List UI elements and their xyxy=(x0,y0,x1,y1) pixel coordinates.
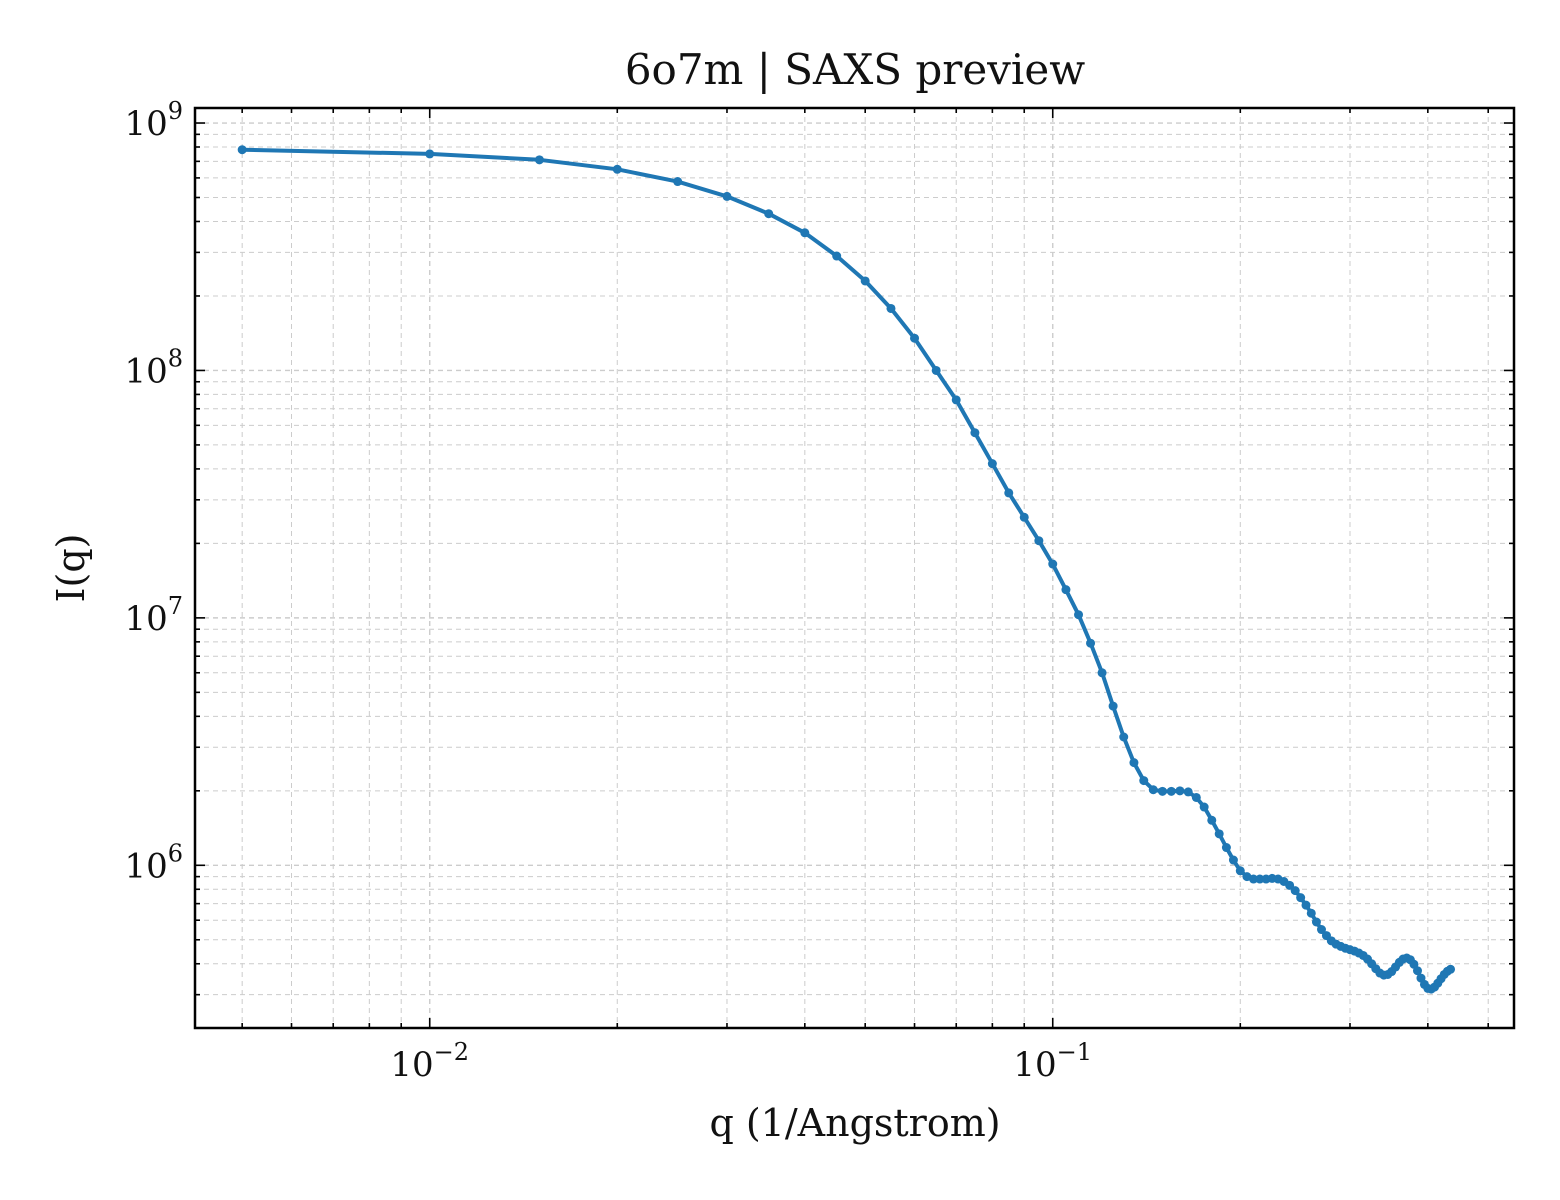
y-tick-label: 107 xyxy=(124,592,183,639)
data-point xyxy=(970,428,980,438)
data-point xyxy=(1316,925,1326,935)
x-axis-label: q (1/Angstrom) xyxy=(709,1101,1000,1145)
data-series xyxy=(237,145,1456,994)
data-point xyxy=(1004,488,1014,498)
x-tick-label: 10−1 xyxy=(1013,1038,1092,1085)
data-point xyxy=(1306,908,1316,918)
data-point xyxy=(1157,786,1167,796)
data-point xyxy=(1034,536,1044,546)
data-point xyxy=(1296,893,1306,903)
data-point xyxy=(1248,874,1258,884)
data-point xyxy=(1255,874,1265,884)
data-point xyxy=(1311,917,1321,927)
data-point xyxy=(1228,855,1238,865)
data-point xyxy=(722,191,732,201)
data-point xyxy=(1108,701,1118,711)
data-point xyxy=(1061,585,1071,595)
data-point xyxy=(1412,966,1422,976)
y-tick-label: 109 xyxy=(124,97,183,144)
data-point xyxy=(1019,512,1029,522)
chart-title: 6o7m | SAXS preview xyxy=(625,45,1085,94)
data-point xyxy=(673,177,683,187)
data-point xyxy=(1129,758,1139,768)
data-point xyxy=(425,149,435,159)
data-point xyxy=(764,209,774,219)
data-point xyxy=(931,365,941,375)
data-point xyxy=(951,395,961,405)
y-axis-label: I(q) xyxy=(49,534,93,603)
x-tick-label: 10−2 xyxy=(390,1038,469,1085)
data-point xyxy=(1221,843,1231,853)
data-point xyxy=(832,251,842,261)
data-point xyxy=(1285,880,1295,890)
data-point xyxy=(1446,964,1456,974)
data-point xyxy=(1086,638,1096,648)
data-point xyxy=(1097,668,1107,678)
data-point xyxy=(1074,610,1084,620)
data-point xyxy=(1166,786,1176,796)
data-point xyxy=(1183,787,1193,797)
data-point xyxy=(1214,829,1224,839)
y-tick-label: 106 xyxy=(124,839,183,886)
data-point xyxy=(860,276,870,286)
data-point xyxy=(1235,866,1245,876)
data-point xyxy=(1301,900,1311,910)
data-point xyxy=(1139,776,1149,786)
data-point xyxy=(237,145,247,155)
data-point xyxy=(910,333,920,343)
plot-frame xyxy=(193,106,1516,1030)
data-point xyxy=(1175,786,1185,796)
data-point xyxy=(1207,815,1217,825)
data-point xyxy=(1148,785,1158,795)
tick-labels: 10−2 10−1 106 107 108 109 xyxy=(124,97,1092,1085)
data-point xyxy=(1119,732,1129,742)
data-point xyxy=(1290,886,1300,896)
data-point xyxy=(1191,792,1201,802)
data-point xyxy=(1048,559,1058,569)
data-point xyxy=(612,164,622,174)
data-point xyxy=(1199,802,1209,812)
data-point xyxy=(886,303,896,313)
data-point xyxy=(800,228,810,238)
y-tick-label: 108 xyxy=(124,344,183,391)
data-point xyxy=(987,459,997,469)
data-point xyxy=(534,155,544,165)
